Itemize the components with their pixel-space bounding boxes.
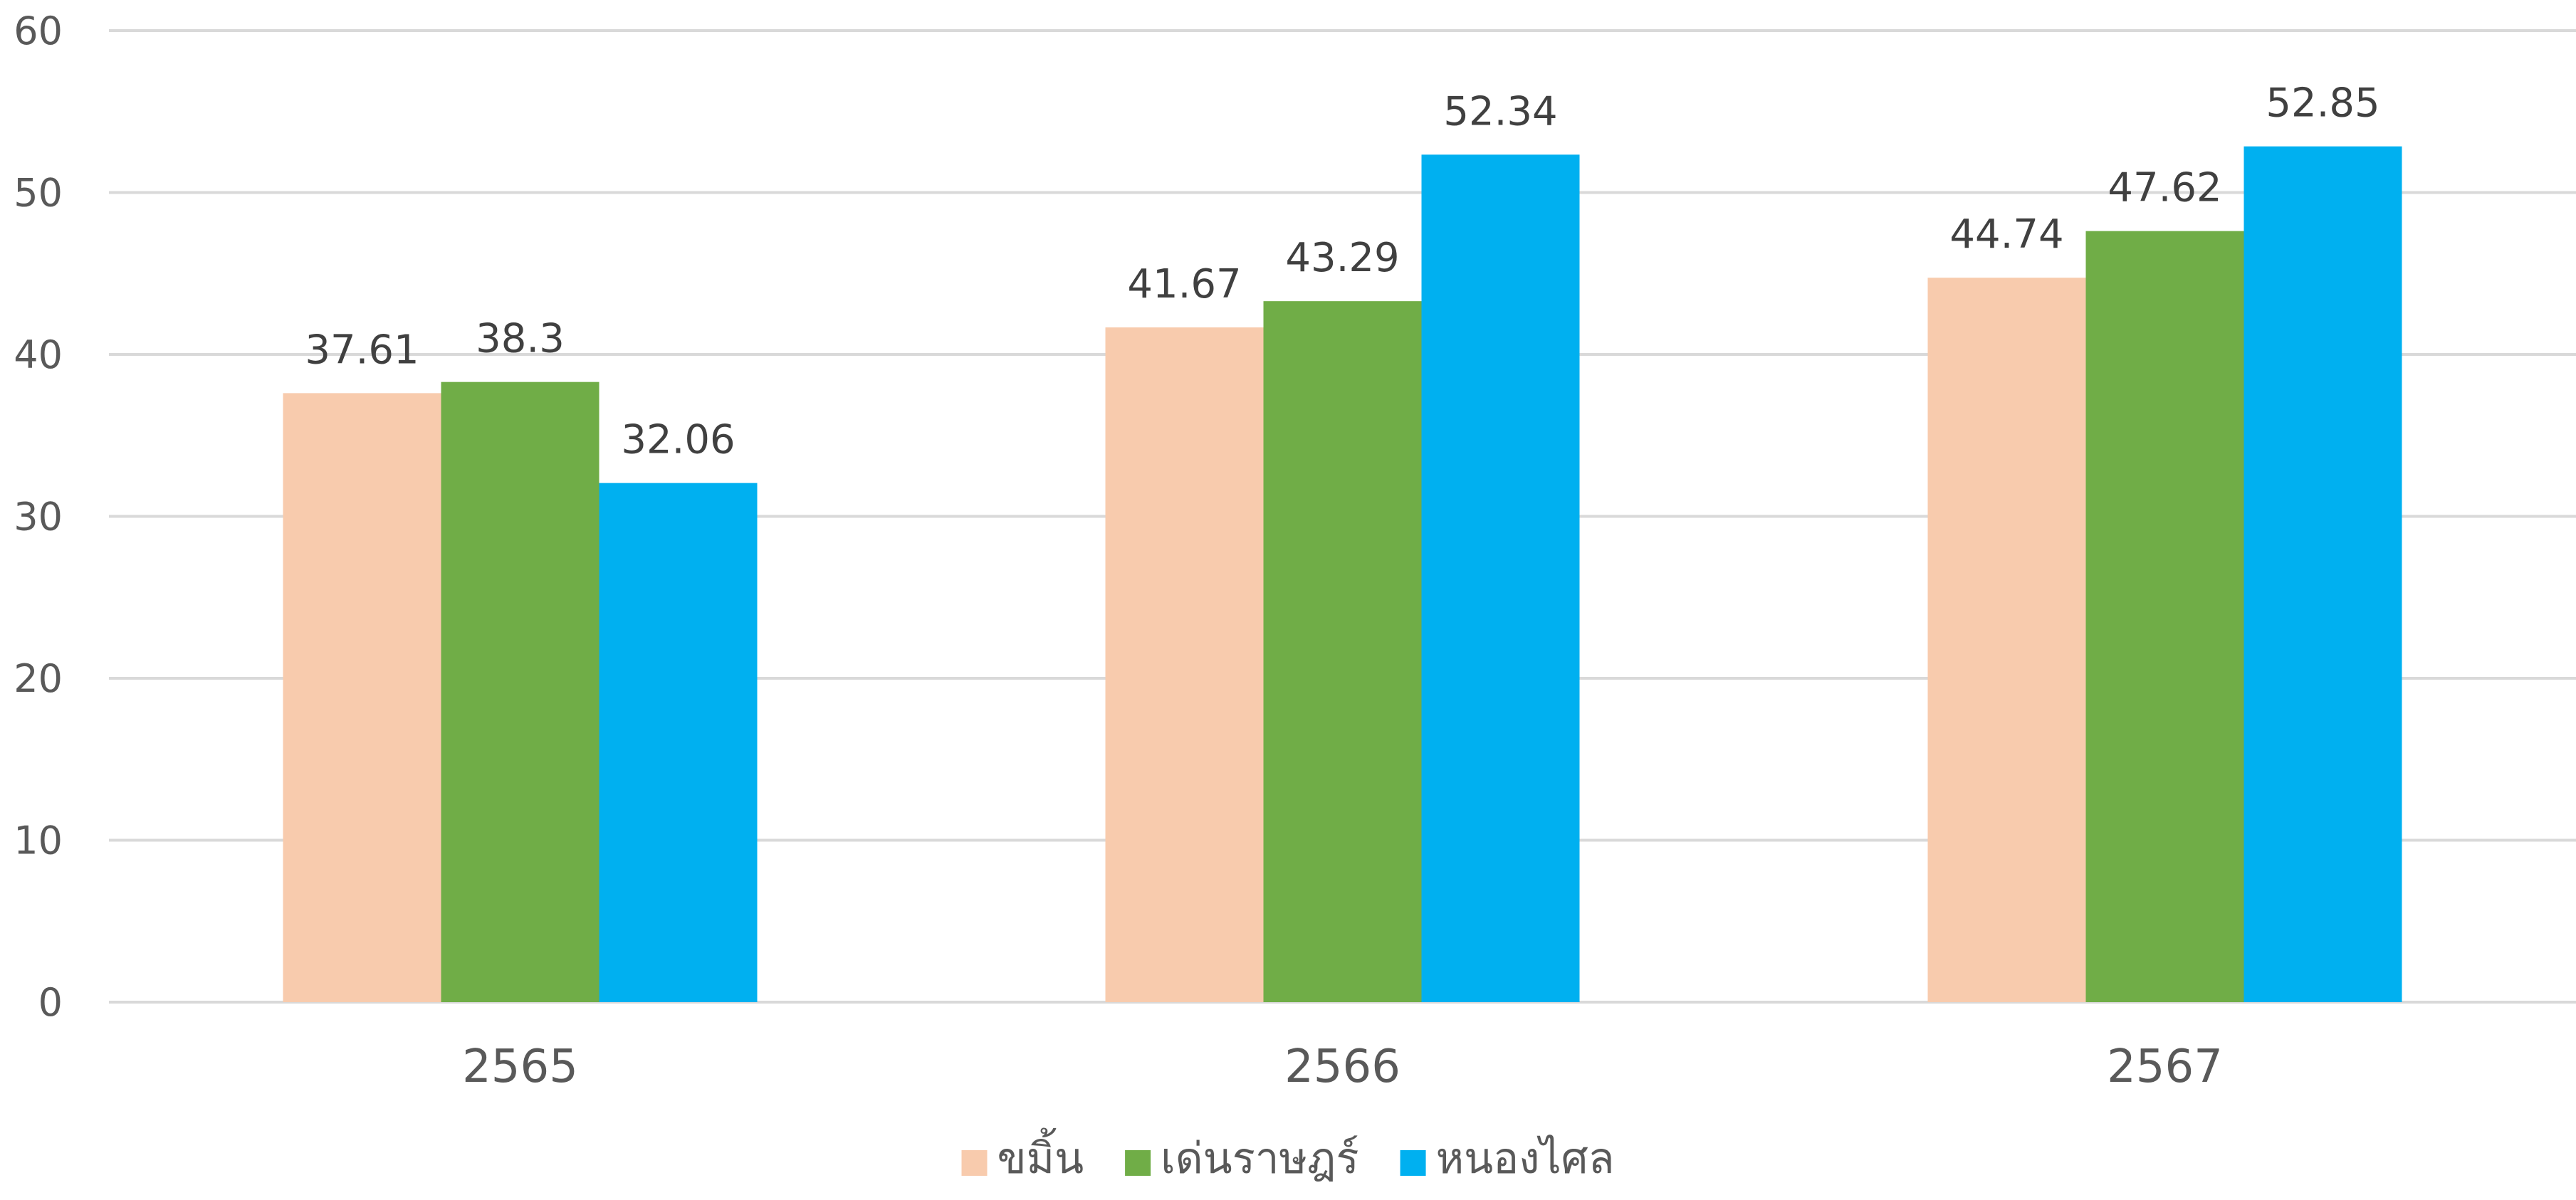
y-tick-label: 30 bbox=[14, 495, 63, 540]
legend-swatch bbox=[961, 1150, 988, 1176]
bar bbox=[441, 381, 600, 1002]
bar bbox=[1263, 301, 1422, 1003]
legend-swatch bbox=[1400, 1150, 1426, 1176]
bar bbox=[1105, 327, 1264, 1002]
legend-swatch bbox=[1125, 1150, 1151, 1176]
y-tick-label: 50 bbox=[14, 171, 63, 216]
legend-item: ขมิ้น bbox=[961, 1127, 1084, 1184]
bar bbox=[283, 393, 441, 1002]
x-tick-label: 2565 bbox=[462, 1041, 578, 1093]
x-tick-label: 2567 bbox=[2107, 1041, 2223, 1093]
bar bbox=[1927, 278, 2086, 1002]
y-tick-label: 0 bbox=[38, 980, 63, 1025]
data-label: 43.29 bbox=[1285, 235, 1399, 281]
y-tick-label: 60 bbox=[14, 9, 63, 53]
data-label: 52.85 bbox=[2266, 80, 2379, 127]
legend-label: หนองไศล bbox=[1436, 1134, 1615, 1184]
legend-label: เด่นราษฎร์ bbox=[1161, 1134, 1358, 1184]
bar bbox=[2085, 231, 2244, 1002]
data-label: 52.34 bbox=[1443, 88, 1557, 135]
legend: ขมิ้น เด่นราษฎร์ หนองไศล bbox=[961, 1127, 1615, 1184]
legend-item: เด่นราษฎร์ bbox=[1125, 1134, 1359, 1184]
bar bbox=[599, 483, 758, 1002]
y-tick-label: 40 bbox=[14, 332, 63, 377]
bar bbox=[2243, 146, 2402, 1003]
x-axis-ticks: 2565 2566 2567 bbox=[462, 1041, 2223, 1093]
bars bbox=[283, 146, 2402, 1003]
data-label: 41.67 bbox=[1127, 261, 1241, 307]
x-tick-label: 2566 bbox=[1284, 1041, 1400, 1093]
legend-label: ขมิ้น bbox=[998, 1127, 1084, 1184]
legend-item: หนองไศล bbox=[1400, 1134, 1615, 1184]
data-label: 37.61 bbox=[305, 327, 419, 373]
data-label: 32.06 bbox=[621, 417, 735, 463]
data-label: 38.3 bbox=[476, 316, 565, 362]
data-label: 47.62 bbox=[2108, 165, 2221, 211]
y-tick-label: 20 bbox=[14, 656, 63, 701]
bar bbox=[1421, 154, 1580, 1002]
y-axis-ticks: 0 10 20 30 40 50 60 bbox=[14, 9, 63, 1025]
data-labels: 37.61 38.3 32.06 41.67 43.29 52.34 44.74 47.62 5… bbox=[305, 80, 2379, 463]
y-tick-label: 10 bbox=[14, 819, 63, 863]
data-label: 44.74 bbox=[1949, 211, 2063, 258]
